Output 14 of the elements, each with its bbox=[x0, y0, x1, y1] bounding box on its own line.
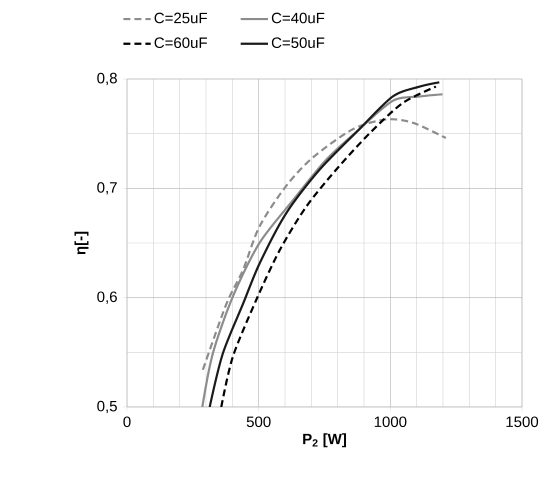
y-tick-label: 0,8 bbox=[97, 72, 117, 86]
x-tick-label: 0 bbox=[123, 416, 131, 428]
legend-label: C=60uF bbox=[154, 37, 207, 48]
y-tick-label: 0,5 bbox=[97, 400, 117, 414]
x-tick-label: 500 bbox=[246, 416, 271, 428]
x-tick-label: 1000 bbox=[374, 416, 406, 428]
y-tick-label: 0,7 bbox=[97, 182, 117, 195]
x-axis-title: P$_{2}$ [W] bbox=[303, 433, 346, 448]
x-tick-label: 1500 bbox=[506, 416, 538, 428]
y-tick-label: 0,6 bbox=[97, 291, 117, 304]
legend-label: C=50uF bbox=[272, 37, 324, 48]
legend-label: C=25uF bbox=[154, 12, 207, 24]
legend-label: C=40uF bbox=[272, 12, 324, 24]
y-axis-title: η[-] bbox=[74, 232, 88, 254]
